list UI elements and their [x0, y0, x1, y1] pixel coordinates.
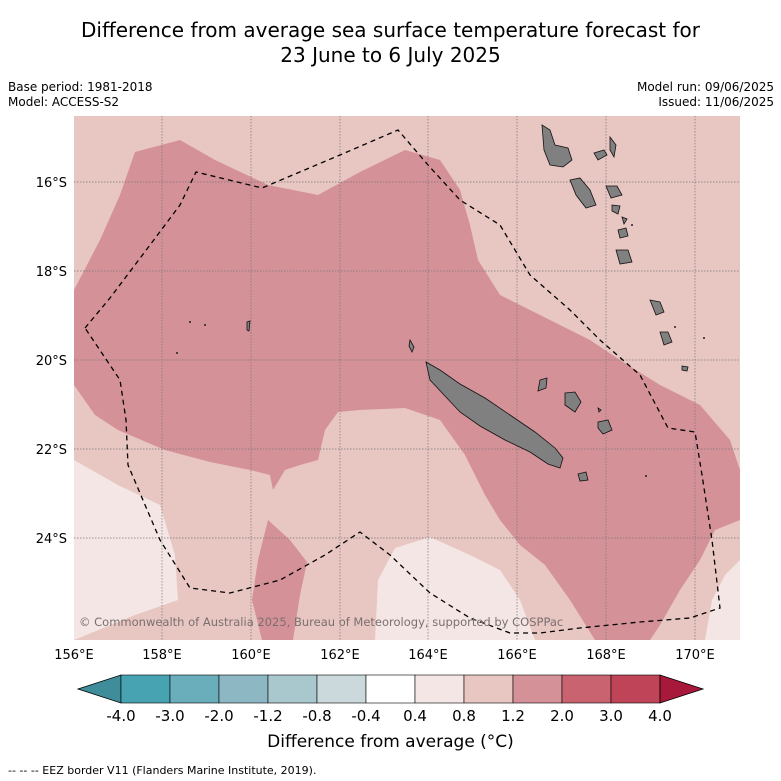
model-name: Model: ACCESS-S2: [8, 95, 120, 109]
latitude-labels: 16°S 18°S 20°S 22°S 24°S: [36, 176, 67, 547]
mare: [597, 419, 613, 435]
sst-class-0.4-0.8-south: [375, 537, 535, 640]
colorbar: [76, 674, 705, 704]
colorbar-segment: [610, 674, 661, 704]
colorbar-label: 0.4: [403, 707, 427, 725]
colorbar-segment: [561, 674, 612, 704]
colorbar-title: Difference from average (°C): [267, 732, 514, 752]
colorbar-label: -4.0: [106, 707, 135, 725]
colorbar-label: -0.8: [302, 707, 331, 725]
sst-class-0.4-0.8-west: [74, 460, 178, 640]
pentecost-ambrym: [605, 185, 623, 199]
colorbar-segment: [512, 674, 563, 704]
base-period: Base period: 1981-2018: [8, 80, 153, 94]
colorbar-label: 0.8: [452, 707, 476, 725]
lon-168e: 168°E: [586, 648, 626, 663]
colorbar-labels: -4.0 -3.0 -2.0 -1.2 -0.8 -0.4 0.4 0.8 1.2 2.0 3.0 4…: [106, 707, 672, 725]
colorbar-extend-low: [76, 674, 122, 704]
colorbar-segment: [365, 674, 416, 704]
colorbar-segment: [316, 674, 367, 704]
lifou: [564, 391, 582, 413]
lon-164e: 164°E: [408, 648, 448, 663]
ouvea: [537, 377, 548, 392]
colorbar-segment: [267, 674, 318, 704]
lat-20s: 20°S: [36, 354, 67, 369]
new-caledonia: [425, 361, 564, 469]
colorbar-label: 3.0: [599, 707, 623, 725]
meta-left: Base period: 1981-2018 Model: ACCESS-S2: [8, 80, 153, 110]
efate: [617, 227, 629, 239]
colorbar-label: -1.2: [253, 707, 282, 725]
eez-legend: -- -- -- EEZ border V11 (Flanders Marine…: [8, 764, 317, 777]
tiga: [597, 407, 602, 413]
epi: [611, 204, 621, 215]
espiritu-santo: [541, 124, 573, 168]
islet-3: [176, 352, 178, 354]
colorbar-label: -2.0: [204, 707, 233, 725]
graticule: [74, 116, 740, 640]
islet-2: [204, 324, 206, 326]
erromango: [615, 249, 633, 265]
lon-170e: 170°E: [675, 648, 715, 663]
title-line-2: 23 June to 6 July 2025: [280, 43, 501, 67]
lat-22s: 22°S: [36, 443, 67, 458]
land: [246, 124, 689, 482]
meta-right: Model run: 09/06/2025 Issued: 11/06/2025: [637, 80, 774, 110]
aneityum: [659, 331, 673, 346]
longitude-labels: 156°E 158°E 160°E 162°E 164°E 166°E 168°…: [54, 648, 715, 663]
chesterfield-island: [246, 320, 251, 332]
lon-156e: 156°E: [54, 648, 94, 663]
islet-6: [645, 475, 647, 477]
colorbar-segment: [218, 674, 269, 704]
islet-5: [703, 337, 705, 339]
colorbar-label: -3.0: [155, 707, 184, 725]
tanna: [649, 299, 665, 316]
shepherd-islands: [621, 216, 628, 225]
lat-16s: 16°S: [36, 176, 67, 191]
colorbar-segment: [169, 674, 220, 704]
colorbar-label: -0.4: [351, 707, 380, 725]
malakula: [569, 177, 597, 209]
colorbar-label: 4.0: [648, 707, 672, 725]
islet-4: [674, 326, 676, 328]
issued-date: Issued: 11/06/2025: [658, 95, 774, 109]
model-run: Model run: 09/06/2025: [636, 80, 774, 94]
colorbar-segment: [463, 674, 514, 704]
sst-class-1.2-2.0-tongue: [252, 520, 307, 640]
colorbar-segment: [414, 674, 465, 704]
colorbar-label: 1.2: [501, 707, 525, 725]
lat-18s: 18°S: [36, 265, 67, 280]
belep-islands: [408, 338, 415, 353]
map-title: Difference from average sea surface temp…: [0, 18, 781, 68]
sst-class-0.4-0.8-east: [705, 560, 740, 640]
colorbar-extend-high: [659, 674, 705, 704]
eez-border: [84, 129, 721, 634]
lon-158e: 158°E: [142, 648, 182, 663]
lat-24s: 24°S: [36, 532, 67, 547]
matthew-island: [681, 365, 689, 372]
lon-166e: 166°E: [497, 648, 537, 663]
map-area: © Commonwealth of Australia 2025, Bureau…: [74, 116, 740, 640]
lon-160e: 160°E: [231, 648, 271, 663]
islet-7: [631, 224, 633, 226]
small-islets: [176, 224, 705, 477]
copyright-notice: © Commonwealth of Australia 2025, Bureau…: [79, 615, 563, 629]
colorbar-segment: [120, 674, 171, 704]
sst-class-1.2-2.0: [74, 140, 740, 640]
lon-162e: 162°E: [320, 648, 360, 663]
maewo: [609, 135, 617, 159]
ambae: [593, 149, 608, 161]
islet-1: [189, 321, 191, 323]
isle-of-pines: [577, 471, 589, 482]
colorbar-label: 2.0: [550, 707, 574, 725]
title-line-1: Difference from average sea surface temp…: [80, 18, 700, 42]
